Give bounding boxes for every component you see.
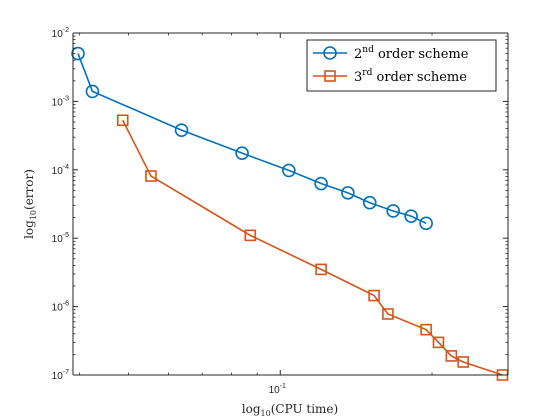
legend-entry-2: 3rd order scheme: [313, 68, 467, 85]
data-point-square: [445, 350, 458, 362]
data-point-square: [432, 336, 445, 349]
data-point-circle: [235, 146, 249, 160]
tick-layer: 10-2 10-3 10-4 10-5 10-6 10-7 10-1: [52, 27, 508, 396]
legend: 2nd order scheme 3rd order scheme: [306, 39, 497, 92]
data-point-circle: [85, 84, 100, 99]
y-tick-label: 10-4: [52, 164, 69, 177]
data-point-square: [368, 289, 380, 302]
data-point-square: [116, 114, 129, 127]
y-tick-label: 10-7: [52, 369, 69, 382]
data-point-circle: [404, 209, 418, 223]
data-point-circle: [314, 176, 328, 191]
data-point-square: [382, 308, 394, 320]
data-point-circle: [362, 195, 377, 210]
series-line-2: [122, 119, 503, 376]
data-point-square: [420, 323, 432, 336]
y-axis-label: log10(error): [22, 169, 38, 239]
data-point-circle: [282, 163, 296, 178]
data-point-circle: [419, 216, 433, 231]
x-tick-label: 10-1: [269, 383, 286, 396]
axes-box: [72, 32, 509, 376]
legend-entry-1: 2nd order scheme: [313, 45, 469, 62]
y-tick-label: 10-5: [52, 232, 69, 245]
series-layer: [71, 46, 509, 381]
legend-label-2: 3rd order scheme: [354, 68, 467, 85]
data-point-square: [315, 263, 327, 276]
legend-box: [306, 39, 497, 92]
data-point-circle: [386, 204, 400, 218]
legend-marker-square: [324, 70, 336, 82]
data-point-circle: [341, 186, 355, 200]
y-tick-label: 10-2: [52, 27, 69, 40]
data-point-square: [244, 229, 257, 242]
data-point-square: [457, 356, 469, 368]
legend-label-1: 2nd order scheme: [354, 45, 469, 62]
legend-marker-circle: [323, 46, 337, 60]
data-point-circle: [71, 46, 85, 61]
data-point-circle: [174, 123, 189, 137]
data-point-square: [145, 170, 157, 182]
y-tick-label: 10-3: [52, 95, 69, 108]
y-tick-label: 10-6: [52, 301, 69, 314]
x-axis-label: log10(CPU time): [242, 402, 338, 418]
